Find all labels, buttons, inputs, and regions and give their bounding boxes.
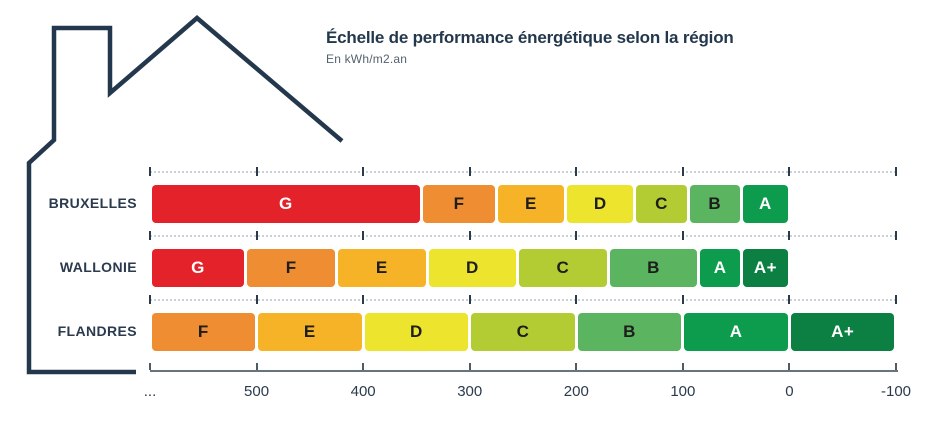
bar-segment-grade-e: E (497, 185, 565, 223)
x-axis-tick (468, 363, 471, 370)
bar-segment-grade-g: G (151, 185, 421, 223)
bar-segment-grade-b: B (609, 249, 698, 287)
gridline-tick (149, 295, 151, 304)
bar-segment-grade-c: C (519, 249, 607, 287)
gridline-tick (895, 295, 897, 304)
gridline-tick (255, 295, 258, 304)
x-axis-tick (575, 363, 578, 370)
gridline-tick (575, 231, 578, 240)
gridline-tick (362, 231, 365, 240)
chart-subtitle: En kWh/m2.an (326, 52, 408, 66)
gridline-tick (362, 295, 365, 304)
gridline-tick (255, 231, 258, 240)
gridline-tick (255, 167, 258, 176)
bar-segment-grade-a: A (742, 185, 788, 223)
x-axis-tick-label: 500 (244, 383, 270, 400)
bar-segment-grade-e: E (258, 313, 362, 351)
bar-segment-grade-f: F (423, 185, 495, 223)
gridline-tick (681, 231, 684, 240)
x-axis-tick-label: 200 (563, 383, 589, 400)
bar-segment-grade-d: D (567, 185, 634, 223)
x-axis-tick (362, 363, 365, 370)
x-axis-tick-label: 400 (350, 383, 376, 400)
chart-header: Échelle de performance énergétique selon… (326, 28, 734, 66)
gridline-tick (575, 167, 578, 176)
gridline-tick (895, 167, 897, 176)
gridline-tick (468, 231, 471, 240)
chart-title: Échelle de performance énergétique selon… (326, 28, 734, 47)
x-axis-tick (681, 363, 684, 370)
gridline-tick (681, 167, 684, 176)
x-axis-tick-label: ... (143, 383, 157, 400)
bar-segment-grade-b: B (689, 185, 740, 223)
region-label-flandres: FLANDRES (57, 323, 137, 339)
bar-segment-grade-e: E (338, 249, 426, 287)
row-gridline (150, 299, 896, 301)
row-gridline (150, 171, 896, 173)
bar-segment-grade-d: D (428, 249, 517, 287)
bar-segment-grade-a: A (684, 313, 788, 351)
x-axis-tick (788, 363, 791, 370)
bar-segment-grade-a+: A+ (790, 313, 895, 351)
gridline-tick (788, 231, 791, 240)
row-gridline (150, 235, 896, 237)
bar-segment-grade-g: G (151, 249, 245, 287)
gridline-tick (788, 167, 791, 176)
x-axis-tick-label: 100 (670, 383, 696, 400)
x-axis-tick-label: 300 (457, 383, 483, 400)
x-axis-tick (895, 363, 897, 370)
gridline-tick (788, 295, 791, 304)
x-axis-tick (149, 363, 151, 370)
bar-segment-grade-a: A (700, 249, 740, 287)
gridline-tick (149, 231, 151, 240)
gridline-tick (895, 231, 897, 240)
bar-segment-grade-c: C (471, 313, 575, 351)
x-axis-tick-label: 0 (785, 383, 794, 400)
x-axis-tick (255, 363, 258, 370)
gridline-tick (575, 295, 578, 304)
gridline-tick (149, 167, 151, 176)
bar-segment-grade-a+: A+ (742, 249, 788, 287)
region-label-bruxelles: BRUXELLES (48, 195, 137, 211)
region-label-wallonie: WALLONIE (59, 259, 137, 275)
bar-segment-grade-f: F (151, 313, 256, 351)
gridline-tick (362, 167, 365, 176)
bar-segment-grade-d: D (364, 313, 469, 351)
gridline-tick (681, 295, 684, 304)
bar-segment-grade-b: B (577, 313, 682, 351)
house-outline-icon (26, 15, 344, 375)
bar-segment-grade-c: C (636, 185, 687, 223)
x-axis-line (150, 370, 898, 372)
bar-segment-grade-f: F (247, 249, 335, 287)
x-axis-tick-label: -100 (880, 383, 912, 400)
gridline-tick (468, 167, 471, 176)
gridline-tick (468, 295, 471, 304)
